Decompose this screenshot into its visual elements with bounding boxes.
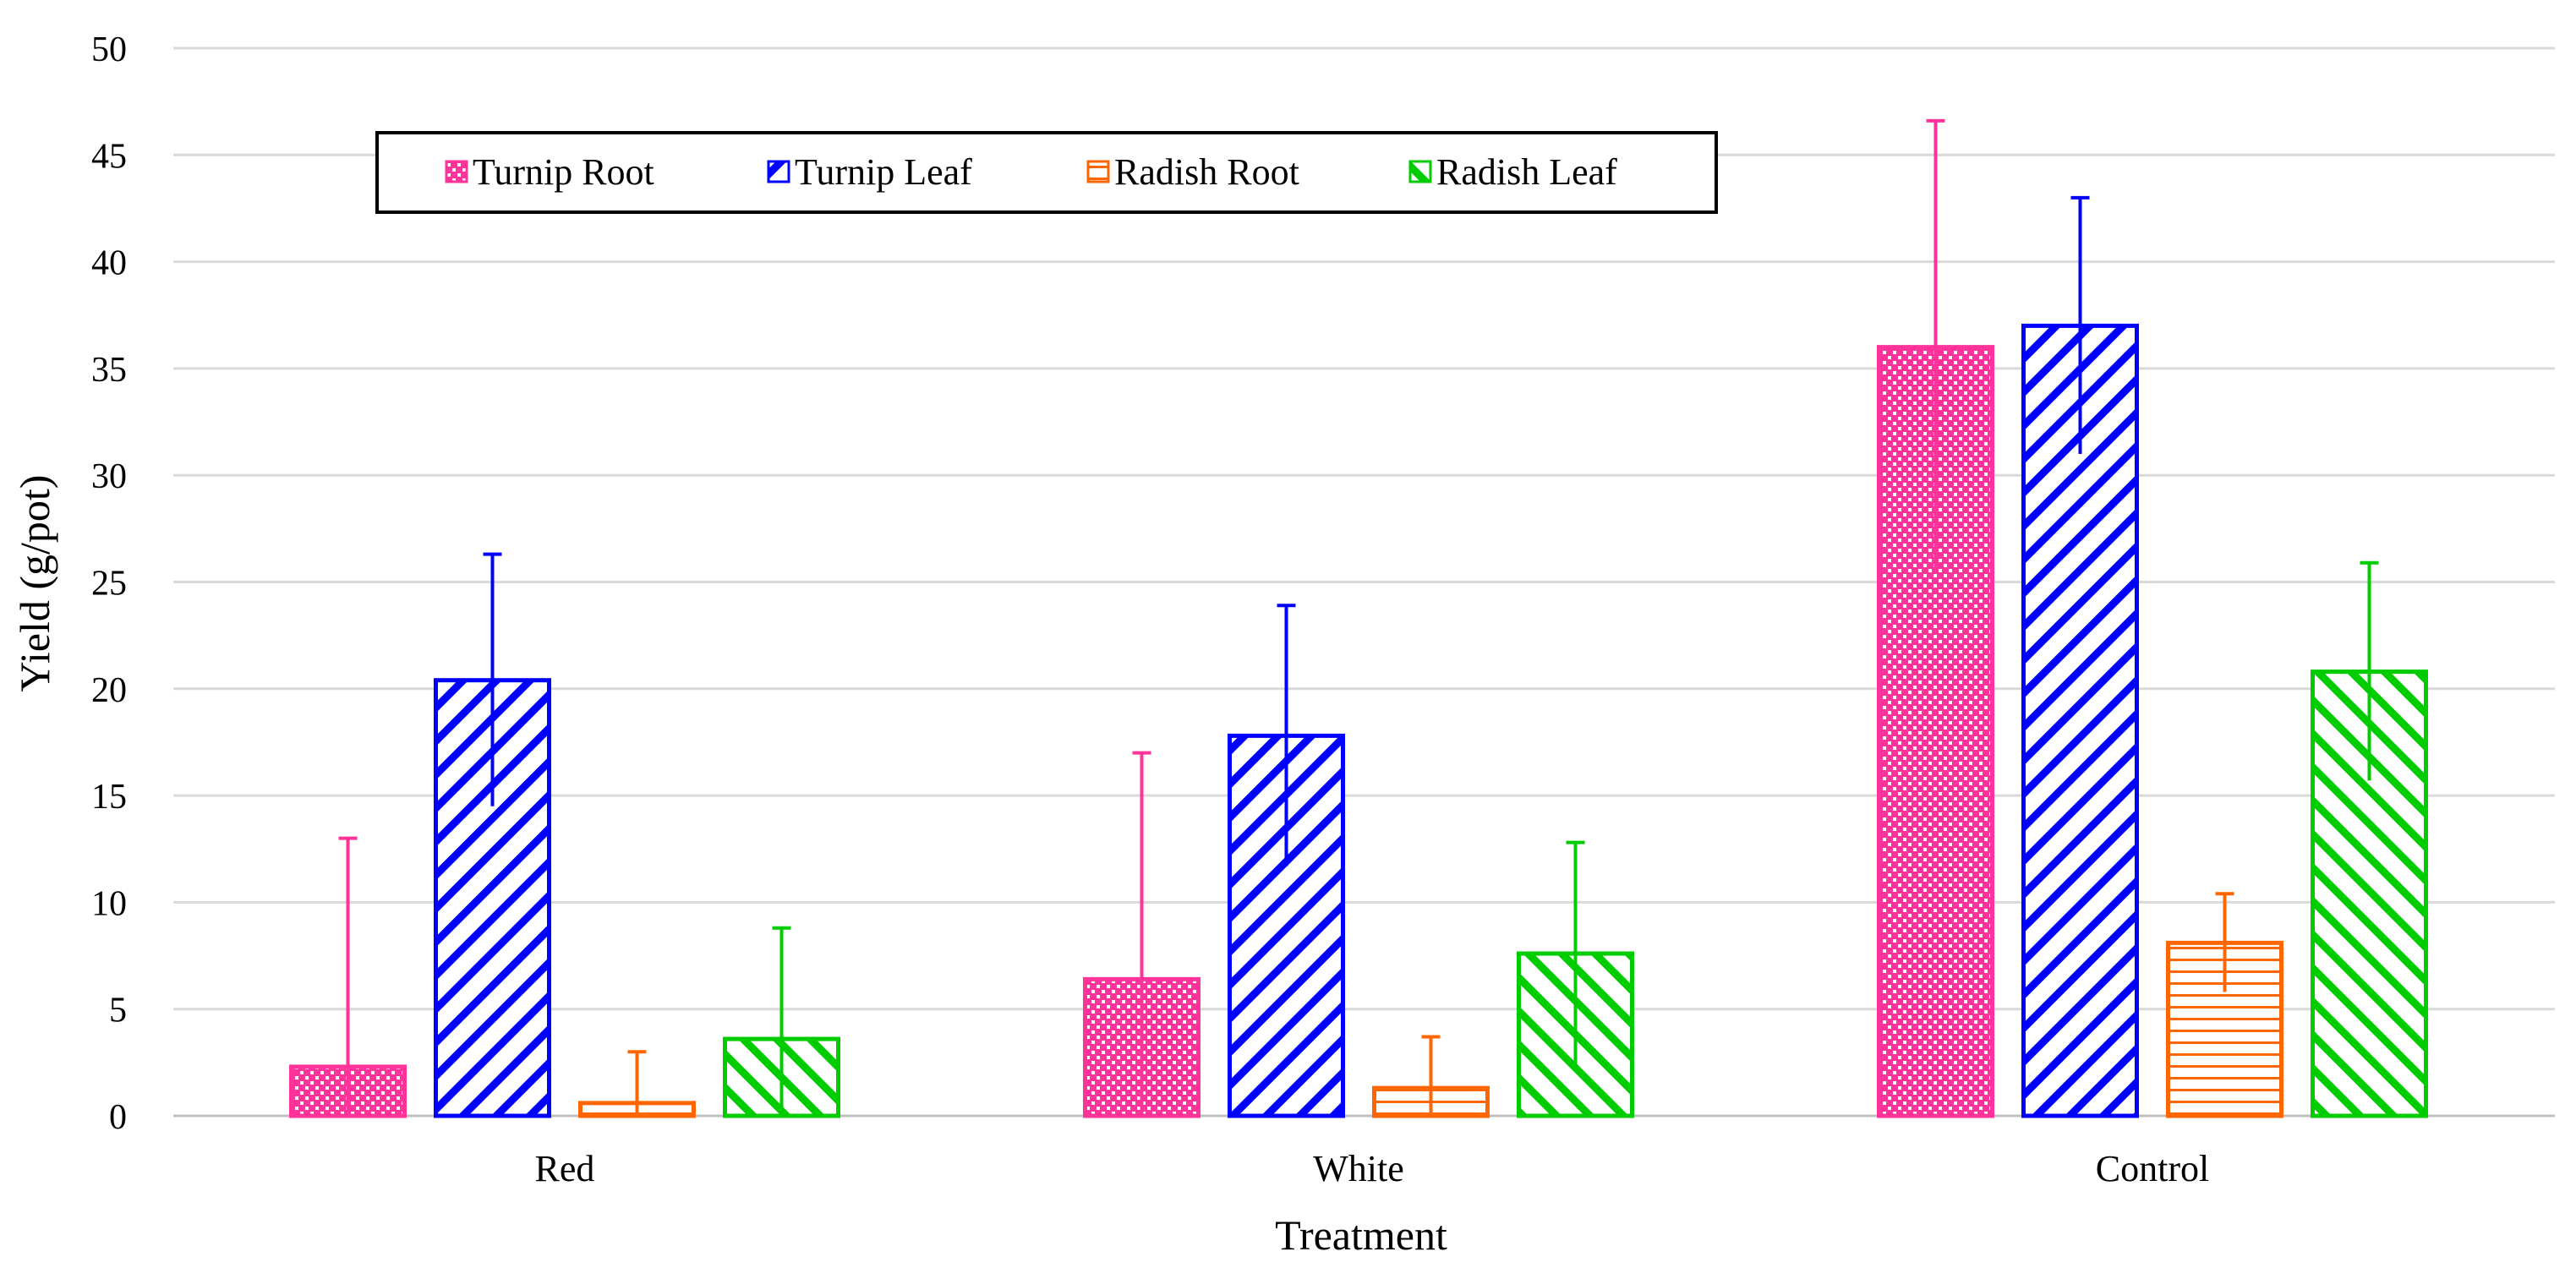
legend-swatch (1408, 160, 1432, 183)
legend: Turnip Root Turnip Leaf Radish Root Radish … (375, 131, 1718, 214)
x-axis-title: Treatment (1275, 1211, 1447, 1259)
y-axis-title: Yield (g/pot) (11, 475, 58, 692)
y-tick-label: 15 (91, 778, 127, 817)
y-axis-tick-labels: 0 5 10 15 20 25 30 35 40 45 50 (91, 30, 127, 1137)
legend-label: Radish Root (1114, 151, 1299, 193)
legend-item-radish-root: Radish Root (1086, 151, 1299, 193)
y-tick-label: 45 (91, 137, 127, 176)
x-tick-label-white: White (1313, 1148, 1404, 1189)
x-tick-label-red: Red (535, 1148, 595, 1189)
x-tick-label-control: Control (2096, 1148, 2209, 1189)
legend-label: Turnip Root (473, 151, 654, 193)
y-tick-label: 5 (109, 992, 127, 1030)
y-tick-label: 10 (91, 884, 127, 923)
legend-item-radish-leaf: Radish Leaf (1408, 151, 1617, 193)
legend-swatch (1086, 160, 1110, 183)
legend-item-turnip-root: Turnip Root (445, 151, 654, 193)
y-tick-label: 25 (91, 565, 127, 604)
y-tick-label: 30 (91, 457, 127, 496)
legend-label: Turnip Leaf (795, 151, 972, 193)
legend-label: Radish Leaf (1436, 151, 1617, 193)
error-bars (338, 118, 2379, 1116)
y-tick-label: 50 (91, 30, 127, 69)
legend-swatch (767, 160, 790, 183)
bars (289, 323, 2428, 1118)
y-tick-label: 40 (91, 244, 127, 283)
y-tick-label: 20 (91, 671, 127, 710)
legend-box (375, 131, 1718, 214)
y-tick-label: 35 (91, 351, 127, 390)
legend-item-turnip-leaf: Turnip Leaf (767, 151, 972, 193)
legend-swatch (445, 160, 468, 183)
x-axis-tick-labels: Red White Control (535, 1148, 2210, 1189)
y-tick-label: 0 (109, 1098, 127, 1137)
